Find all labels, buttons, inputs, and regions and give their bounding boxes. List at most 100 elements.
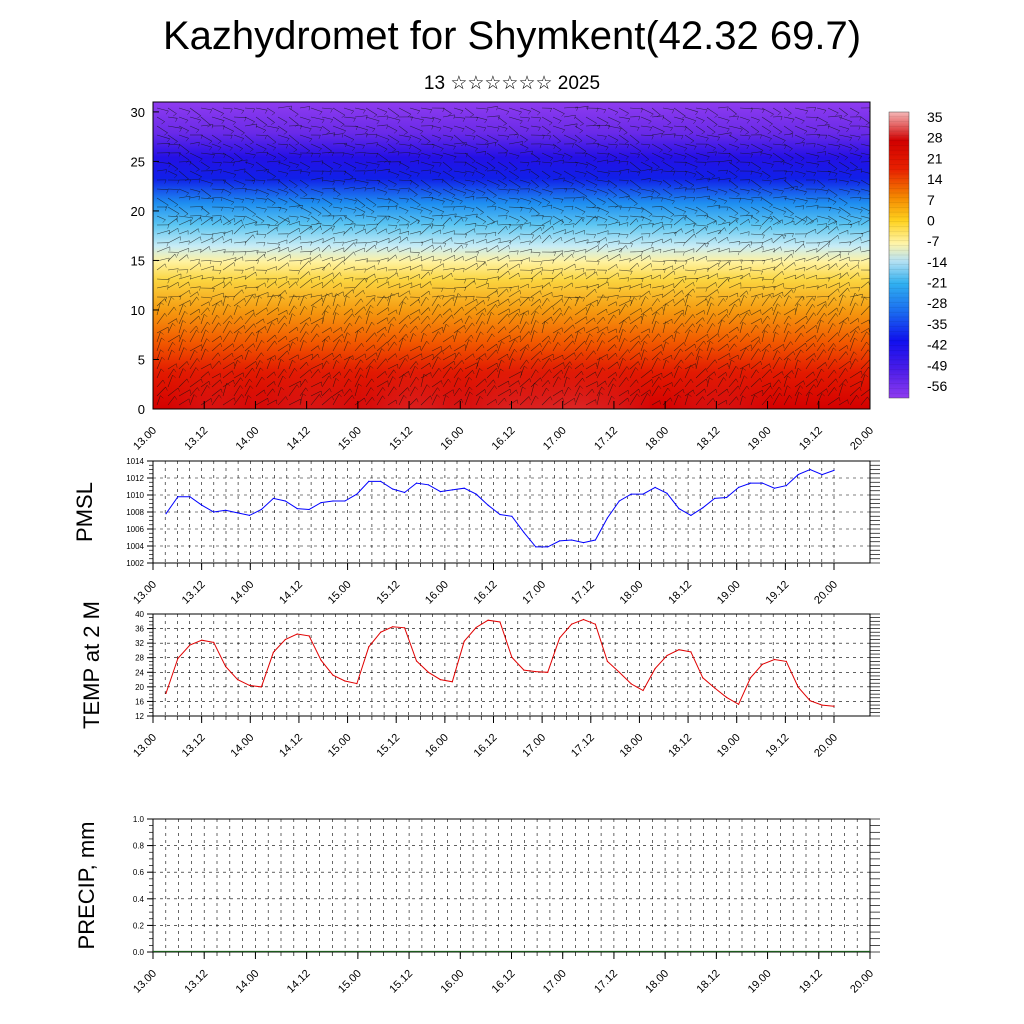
wind-barb-flag bbox=[160, 331, 164, 335]
wind-barb-flag bbox=[493, 195, 497, 198]
wind-barb bbox=[585, 299, 598, 307]
wind-barb-flag bbox=[220, 373, 222, 378]
wind-barb bbox=[772, 357, 780, 370]
wind-barb-flag bbox=[837, 209, 841, 214]
x-tick-label: 18.00 bbox=[618, 579, 646, 607]
wind-barb-flag bbox=[318, 369, 321, 373]
wind-barb bbox=[541, 204, 552, 208]
wind-barb bbox=[266, 242, 280, 245]
wind-barb-flag bbox=[613, 377, 617, 382]
wind-barb-flag bbox=[438, 368, 442, 372]
wind-barb-flag bbox=[360, 374, 364, 378]
wind-barb-flag bbox=[416, 173, 420, 177]
wind-barb bbox=[739, 344, 752, 352]
wind-barb bbox=[706, 247, 720, 253]
wind-barb bbox=[299, 206, 312, 214]
wind-barb bbox=[211, 300, 222, 307]
wind-barb-flag bbox=[168, 152, 171, 157]
wind-barb-flag bbox=[723, 298, 726, 302]
wind-barb-flag bbox=[319, 254, 322, 259]
data-point bbox=[559, 540, 561, 542]
wind-barb bbox=[805, 295, 816, 298]
wind-barb bbox=[552, 197, 564, 200]
wind-barb-flag bbox=[755, 211, 760, 215]
wind-barb bbox=[541, 234, 550, 244]
wind-barb bbox=[717, 363, 728, 370]
wind-barb-flag bbox=[184, 311, 188, 315]
wind-barb-flag bbox=[633, 297, 637, 301]
y-tick-label: 20 bbox=[135, 683, 144, 692]
wind-barb-flag bbox=[516, 399, 519, 404]
wind-barb-flag bbox=[500, 368, 504, 372]
wind-barb-flag bbox=[167, 285, 169, 290]
wind-barb-flag bbox=[550, 216, 553, 221]
wind-barb bbox=[640, 178, 651, 181]
wind-barb-flag bbox=[789, 148, 793, 152]
wind-barb bbox=[222, 257, 237, 262]
wind-barb bbox=[332, 360, 337, 370]
wind-barb bbox=[530, 107, 541, 113]
wind-barb bbox=[519, 347, 526, 361]
wind-barb-flag bbox=[683, 309, 685, 315]
wind-barb-flag bbox=[673, 270, 676, 275]
wind-barb-flag bbox=[496, 185, 500, 189]
wind-barb bbox=[321, 244, 330, 253]
data-point bbox=[248, 514, 251, 517]
wind-barb-flag bbox=[540, 377, 543, 382]
wind-barb-flag bbox=[855, 148, 859, 152]
wind-barb-flag bbox=[182, 368, 187, 372]
wind-barb bbox=[376, 216, 387, 226]
wind-barb-flag bbox=[166, 242, 169, 247]
wind-barb bbox=[442, 272, 452, 280]
wind-barb bbox=[596, 357, 601, 370]
wind-barb bbox=[211, 169, 222, 172]
wind-barb bbox=[772, 134, 786, 141]
wind-barb bbox=[365, 305, 371, 316]
wind-barb bbox=[728, 359, 732, 370]
wind-barb-flag bbox=[726, 400, 728, 405]
wind-barb bbox=[475, 344, 483, 352]
wind-barb bbox=[420, 271, 429, 280]
wind-barb bbox=[838, 143, 852, 149]
wind-barb bbox=[783, 262, 795, 271]
wind-barb bbox=[310, 177, 324, 181]
wind-barb bbox=[442, 294, 455, 298]
wind-barb bbox=[508, 206, 523, 208]
wind-barb bbox=[552, 177, 565, 181]
wind-barb bbox=[222, 276, 233, 280]
wind-barb-flag bbox=[438, 127, 442, 132]
wind-barb bbox=[816, 362, 826, 370]
wind-barb-flag bbox=[299, 154, 302, 159]
wind-barb bbox=[530, 395, 536, 406]
wind-barb-flag bbox=[448, 113, 452, 117]
wind-barb bbox=[343, 143, 355, 149]
wind-barb-flag bbox=[483, 185, 487, 189]
wind-barb bbox=[739, 206, 750, 214]
wind-barb-flag bbox=[549, 369, 552, 374]
wind-barb bbox=[695, 107, 708, 111]
wind-barb-flag bbox=[733, 176, 738, 180]
wind-barb-flag bbox=[352, 395, 355, 399]
wind-barb-flag bbox=[346, 295, 350, 299]
wind-barb-flag bbox=[866, 341, 870, 346]
wind-barb bbox=[156, 368, 162, 379]
wind-barb-flag bbox=[711, 347, 716, 351]
wind-barb-flag bbox=[242, 344, 244, 349]
wind-barb bbox=[607, 328, 617, 334]
wind-barb-flag bbox=[870, 359, 872, 363]
wind-barb-flag bbox=[861, 294, 863, 299]
wind-barb bbox=[563, 106, 578, 109]
wind-barb bbox=[178, 254, 188, 262]
wind-barb-flag bbox=[294, 305, 297, 310]
wind-barb bbox=[519, 359, 527, 370]
wind-barb bbox=[244, 116, 255, 123]
wind-barb-flag bbox=[557, 149, 562, 153]
wind-barb bbox=[200, 307, 209, 316]
wind-barb-flag bbox=[782, 234, 785, 239]
wind-barb bbox=[310, 353, 318, 361]
data-point bbox=[833, 469, 835, 471]
wind-barb-flag bbox=[570, 316, 573, 321]
wind-barb-flag bbox=[461, 318, 463, 323]
wind-barb bbox=[783, 186, 798, 190]
